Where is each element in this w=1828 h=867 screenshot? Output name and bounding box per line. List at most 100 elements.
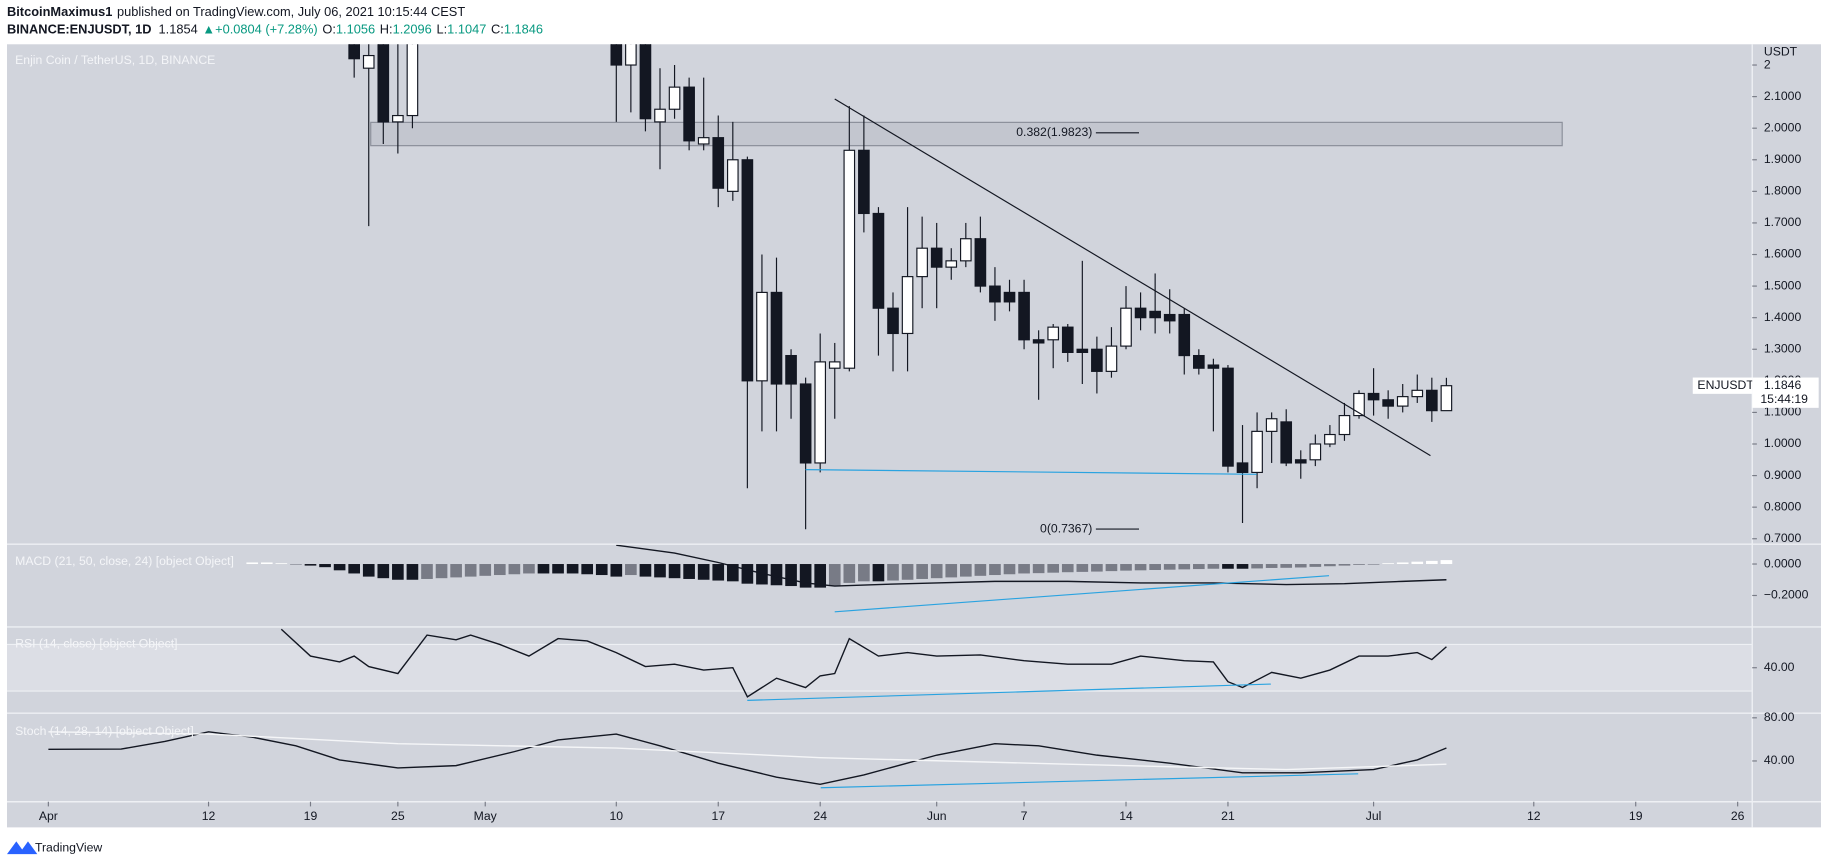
x-tick-label: 19 bbox=[1629, 809, 1643, 823]
symbol-badge bbox=[1692, 377, 1753, 394]
histogram-bar bbox=[1032, 564, 1045, 574]
divergence-line bbox=[820, 773, 1359, 789]
histogram-bar bbox=[1382, 563, 1394, 565]
histogram-bar bbox=[1236, 564, 1249, 569]
histogram-bar bbox=[930, 564, 943, 579]
x-tick-label: 26 bbox=[1731, 809, 1745, 823]
candle-body bbox=[1047, 326, 1060, 341]
histogram-bar bbox=[508, 564, 521, 575]
histogram-bar bbox=[887, 564, 899, 581]
candle-body bbox=[1032, 339, 1045, 344]
histogram-bar bbox=[1222, 564, 1234, 569]
y-tick-label: 1.3000 bbox=[1764, 341, 1802, 355]
fib-label: 0(0.7367) bbox=[1040, 521, 1092, 535]
candle-body bbox=[1120, 307, 1132, 347]
candle-body bbox=[392, 114, 404, 123]
candle-body bbox=[1309, 443, 1322, 461]
histogram-bar bbox=[625, 564, 637, 576]
histogram-bar bbox=[726, 564, 739, 582]
ohlc-label: O: bbox=[322, 22, 336, 37]
histogram-bar bbox=[435, 564, 448, 579]
symbol: BINANCE:ENJUSDT, 1D bbox=[7, 22, 152, 37]
candle-body bbox=[1207, 364, 1220, 369]
y-tick-label: 80.00 bbox=[1764, 710, 1795, 724]
candle-body bbox=[1396, 396, 1409, 407]
candle-body bbox=[1265, 418, 1278, 432]
ohlc-value: 1.1846 bbox=[504, 22, 543, 37]
candle-body bbox=[916, 247, 928, 278]
candle-body bbox=[828, 361, 841, 369]
indicator-line bbox=[48, 731, 1447, 785]
histogram-bar bbox=[552, 564, 564, 574]
histogram-bar bbox=[479, 564, 492, 576]
histogram-bar bbox=[1367, 564, 1380, 565]
candle-body bbox=[1003, 291, 1016, 303]
histogram-bar bbox=[1440, 560, 1453, 565]
histogram-bar bbox=[756, 564, 768, 585]
y-tick-label: 1.7000 bbox=[1764, 215, 1802, 229]
candle-body bbox=[872, 212, 885, 309]
histogram-bar bbox=[858, 564, 870, 582]
histogram-bar bbox=[304, 564, 317, 566]
histogram-bar bbox=[814, 564, 827, 588]
histogram-bar bbox=[377, 564, 390, 579]
x-tick-label: 14 bbox=[1119, 809, 1133, 823]
y-tick-label: 0.9000 bbox=[1764, 468, 1802, 482]
histogram-bar bbox=[945, 564, 958, 578]
histogram-bar bbox=[246, 562, 259, 565]
histogram-bar bbox=[872, 564, 885, 582]
rsi-band bbox=[6, 644, 1753, 692]
candle-body bbox=[1324, 433, 1336, 445]
histogram-bar bbox=[712, 564, 725, 581]
histogram-bar bbox=[1309, 564, 1322, 567]
candle-body bbox=[712, 137, 725, 189]
candle-body bbox=[1338, 414, 1351, 436]
candle-body bbox=[1193, 354, 1205, 369]
candle-body bbox=[1426, 389, 1438, 412]
histogram-bar bbox=[901, 564, 914, 580]
histogram-bar bbox=[275, 563, 288, 565]
y-tick-label: −0.2000 bbox=[1764, 588, 1809, 602]
indicator-line bbox=[48, 731, 1447, 771]
price-label: 1.1846 bbox=[1764, 378, 1802, 392]
candle-body bbox=[683, 86, 695, 142]
x-tick-label: Jun bbox=[927, 809, 947, 823]
candle-body bbox=[945, 260, 958, 268]
candle-body bbox=[974, 238, 987, 287]
histogram-bar bbox=[333, 564, 346, 571]
candle-body bbox=[697, 137, 710, 145]
candle-body bbox=[377, 44, 390, 123]
fib-zone bbox=[370, 121, 1563, 147]
histogram-bar bbox=[348, 564, 361, 574]
symbol-label: ENJUSDT bbox=[1697, 378, 1754, 392]
y-tick-label: 1.5000 bbox=[1764, 278, 1802, 292]
fib-label: 0.382(1.9823) bbox=[1016, 125, 1092, 139]
ohlc-value: 1.1056 bbox=[336, 22, 375, 37]
header-line-1: BitcoinMaximus1 published on TradingView.… bbox=[7, 4, 465, 19]
candle-body bbox=[1251, 430, 1263, 474]
logo bbox=[6, 841, 38, 855]
candle-body bbox=[726, 159, 739, 192]
divergence-line bbox=[834, 575, 1330, 613]
histogram-bar bbox=[1018, 564, 1030, 574]
histogram-bar bbox=[290, 564, 302, 565]
countdown-label: 15:44:19 bbox=[1760, 392, 1808, 406]
candle-body bbox=[406, 44, 419, 117]
y-tick-label: 1.9000 bbox=[1764, 152, 1802, 166]
histogram-bar bbox=[1134, 564, 1147, 571]
candle-body bbox=[756, 291, 768, 382]
histogram-bar bbox=[1411, 561, 1424, 565]
pane-title: RSI (14, close) [object Object] bbox=[15, 637, 177, 651]
x-tick-label: Jul bbox=[1366, 809, 1382, 823]
pane-title: MACD (21, 50, close, 24) [object Object] bbox=[15, 554, 234, 568]
candle-body bbox=[1178, 313, 1191, 357]
candle-body bbox=[1163, 313, 1176, 322]
y-tick-label: 2.0000 bbox=[1764, 120, 1802, 134]
histogram-bar bbox=[392, 564, 404, 580]
candle-body bbox=[1134, 307, 1147, 319]
candle-body bbox=[858, 149, 870, 215]
histogram-bar bbox=[260, 562, 273, 565]
histogram-bar bbox=[668, 564, 681, 579]
x-tick-label: 12 bbox=[202, 809, 216, 823]
candle-body bbox=[1105, 345, 1118, 372]
